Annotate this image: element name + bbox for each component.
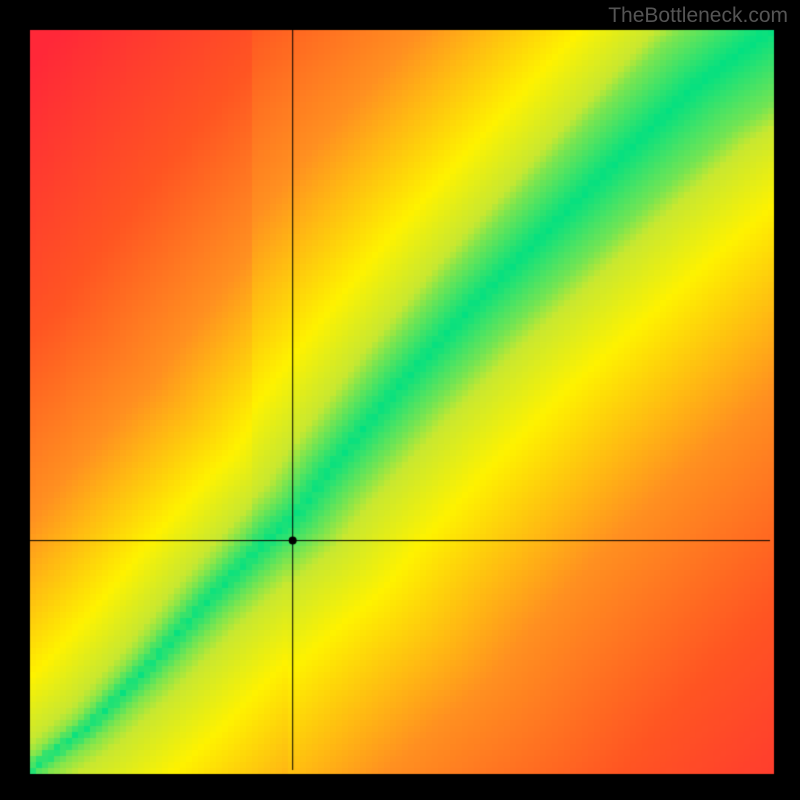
watermark-text: TheBottleneck.com — [608, 4, 788, 28]
chart-container: TheBottleneck.com — [0, 0, 800, 800]
heatmap-canvas — [0, 0, 800, 800]
